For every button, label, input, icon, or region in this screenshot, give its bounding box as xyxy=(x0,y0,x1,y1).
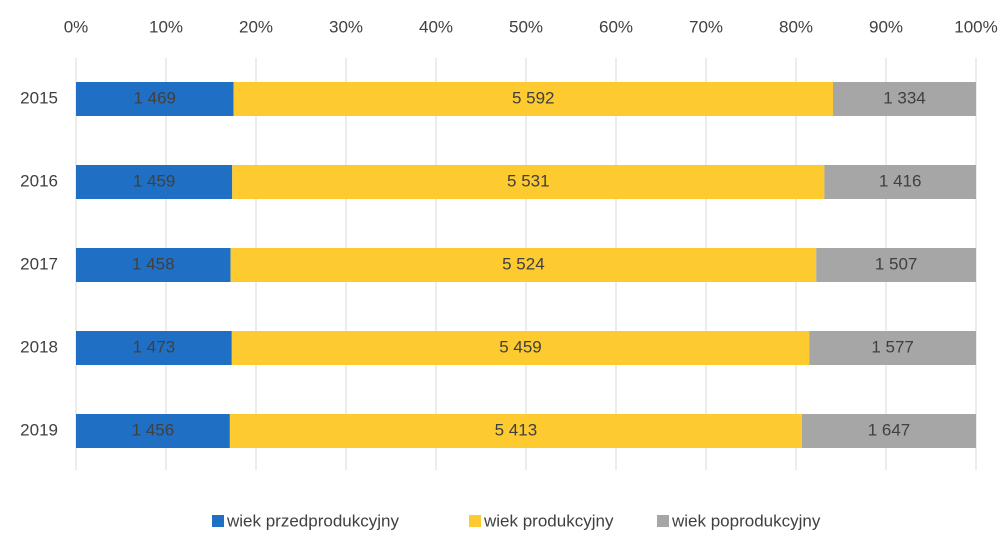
legend-swatch xyxy=(212,515,224,527)
data-label: 1 473 xyxy=(133,337,176,356)
data-label: 5 413 xyxy=(495,420,538,439)
x-tick-label: 10% xyxy=(149,17,183,36)
bar-segment xyxy=(233,82,833,116)
x-tick-label: 20% xyxy=(239,17,273,36)
y-tick-label: 2015 xyxy=(20,88,58,107)
bar-segment xyxy=(832,82,976,116)
x-tick-label: 40% xyxy=(419,17,453,36)
data-label: 5 592 xyxy=(512,88,555,107)
legend-swatch xyxy=(469,515,481,527)
bar-segment xyxy=(76,165,233,199)
data-label: 1 507 xyxy=(875,254,918,273)
legend-label: wiek produkcyjny xyxy=(483,511,614,530)
y-tick-label: 2017 xyxy=(20,254,58,273)
legend-label: wiek poprodukcyjny xyxy=(671,511,821,530)
x-tick-label: 100% xyxy=(954,17,997,36)
x-tick-label: 50% xyxy=(509,17,543,36)
x-tick-label: 60% xyxy=(599,17,633,36)
y-tick-label: 2019 xyxy=(20,420,58,439)
data-label: 5 459 xyxy=(499,337,542,356)
bar-segment xyxy=(232,165,825,199)
data-label: 1 577 xyxy=(871,337,914,356)
y-tick-label: 2018 xyxy=(20,337,58,356)
bar-segment xyxy=(76,414,230,448)
bar-segment xyxy=(824,165,976,199)
x-tick-label: 80% xyxy=(779,17,813,36)
bar-segment xyxy=(231,331,810,365)
bar-segment xyxy=(801,414,976,448)
x-tick-label: 0% xyxy=(64,17,89,36)
data-label: 1 459 xyxy=(133,171,176,190)
bar-segment xyxy=(230,248,817,282)
data-label: 1 458 xyxy=(132,254,175,273)
x-tick-label: 70% xyxy=(689,17,723,36)
legend-label: wiek przedprodukcyjny xyxy=(226,511,399,530)
bar-segment xyxy=(76,82,234,116)
data-label: 1 456 xyxy=(132,420,175,439)
bar-segment xyxy=(76,331,232,365)
bar-segment xyxy=(229,414,802,448)
data-label: 1 334 xyxy=(883,88,926,107)
x-tick-label: 90% xyxy=(869,17,903,36)
data-label: 5 524 xyxy=(502,254,545,273)
x-tick-label: 30% xyxy=(329,17,363,36)
data-label: 1 416 xyxy=(879,171,922,190)
bar-segment xyxy=(809,331,976,365)
data-label: 1 647 xyxy=(868,420,911,439)
legend-swatch xyxy=(657,515,669,527)
data-label: 1 469 xyxy=(133,88,176,107)
bar-segment xyxy=(816,248,976,282)
bar-segment xyxy=(76,248,231,282)
data-label: 5 531 xyxy=(507,171,550,190)
y-tick-label: 2016 xyxy=(20,171,58,190)
